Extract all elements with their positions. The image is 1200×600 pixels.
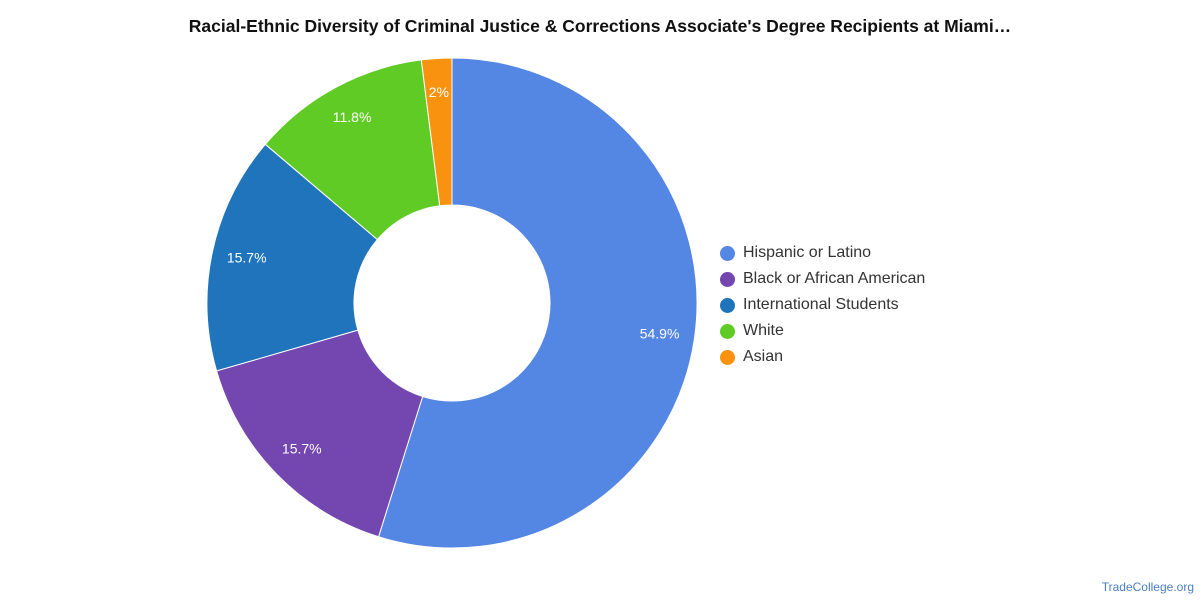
legend-swatch [720, 323, 735, 339]
slice-international-students[interactable] [206, 143, 379, 372]
data-label-black-or-african-american: 15.7% [282, 440, 322, 456]
slice-white[interactable] [264, 59, 441, 241]
slice-hispanic-or-latino[interactable] [377, 57, 698, 549]
chart-legend: Hispanic or Latino Black or African Ameri… [720, 240, 925, 370]
legend-label: International Students [743, 296, 899, 313]
legend-item-white[interactable]: White [720, 318, 925, 344]
legend-swatch [720, 245, 735, 261]
legend-label: Hispanic or Latino [743, 244, 872, 261]
slices-group [206, 57, 698, 549]
legend-swatch [720, 297, 735, 313]
labels-group: 54.9% 15.7% 15.7% 11.8% 2% [227, 84, 680, 456]
slice-asian[interactable] [420, 57, 453, 207]
legend-swatch [720, 349, 735, 365]
legend-item-hispanic-or-latino[interactable]: Hispanic or Latino [720, 240, 925, 266]
chart-title: Racial-Ethnic Diversity of Criminal Just… [188, 16, 1012, 36]
legend-label: Black or African American [743, 270, 926, 287]
slice-black-or-african-american[interactable] [215, 329, 424, 538]
legend-item-black-or-african-american[interactable]: Black or African American [720, 266, 925, 292]
data-label-hispanic-or-latino: 54.9% [640, 326, 680, 342]
data-label-international-students: 15.7% [227, 250, 267, 266]
legend-item-international-students[interactable]: International Students [720, 292, 925, 318]
legend-label: Asian [743, 348, 784, 365]
legend-item-asian[interactable]: Asian [720, 344, 925, 370]
data-label-asian: 2% [429, 84, 449, 100]
legend-swatch [720, 271, 735, 287]
data-label-white: 11.8% [333, 109, 372, 125]
legend-label: White [743, 322, 784, 339]
source-credit[interactable]: TradeCollege.org [1101, 580, 1194, 594]
